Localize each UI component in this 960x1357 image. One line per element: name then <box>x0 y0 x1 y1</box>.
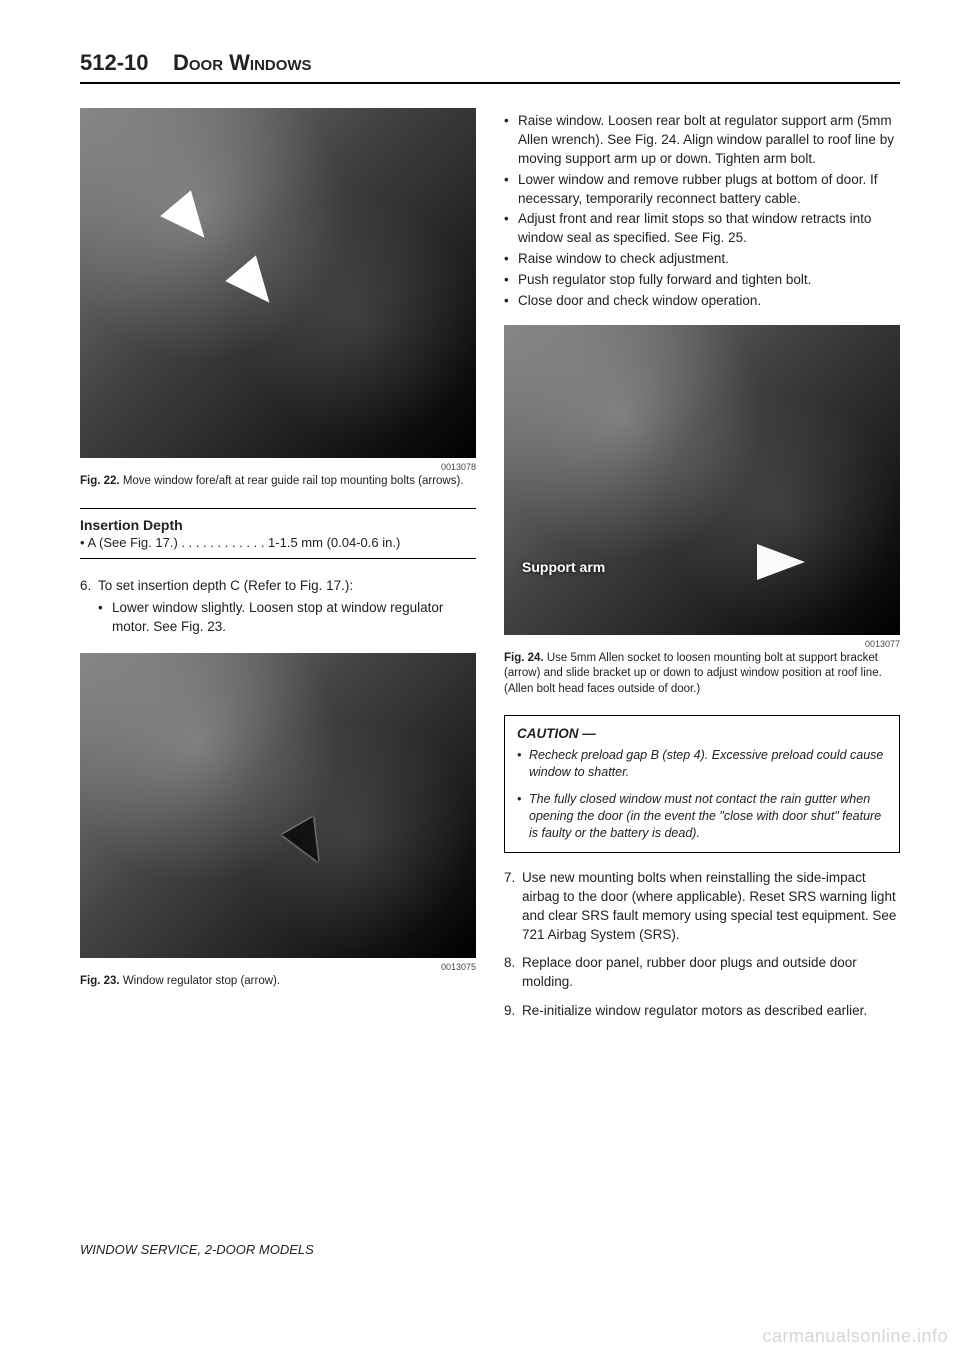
list-item: •Lower window and remove rubber plugs at… <box>504 171 900 209</box>
bullet-icon: • <box>517 747 529 781</box>
figure-23-wrap: 0013075 <box>80 653 476 958</box>
bullet-text: Adjust front and rear limit stops so tha… <box>518 210 900 248</box>
figure-24-wrap: Support arm 0013077 <box>504 325 900 635</box>
bullet-text: Lower window and remove rubber plugs at … <box>518 171 900 209</box>
bullet-icon: • <box>504 112 518 169</box>
content-columns: 0013078 Fig. 22. Move window fore/aft at… <box>80 108 900 1031</box>
page-title: 512-10 Door Windows <box>80 50 312 75</box>
right-column: •Raise window. Loosen rear bolt at regul… <box>504 108 900 1031</box>
bullet-text: Lower window slightly. Loosen stop at wi… <box>112 599 476 637</box>
bullet-text: Raise window to check adjustment. <box>518 250 900 269</box>
figure-24-caption: Fig. 24. Use 5mm Allen socket to loosen … <box>504 651 900 698</box>
figure-text: Use 5mm Allen socket to loosen mounting … <box>504 652 882 695</box>
spec-box: Insertion Depth • A (See Fig. 17.) . . .… <box>80 508 476 559</box>
list-item: •Raise window. Loosen rear bolt at regul… <box>504 112 900 169</box>
bullet-icon: • <box>504 292 518 311</box>
list-item: •Push regulator stop fully forward and t… <box>504 271 900 290</box>
step-9: 9. Re-initialize window regulator motors… <box>504 1002 900 1021</box>
arrow-icon <box>160 190 220 250</box>
caution-box: CAUTION — • Recheck preload gap B (step … <box>504 715 900 852</box>
page-header: 512-10 Door Windows <box>80 50 900 84</box>
bullet-text: Close door and check window operation. <box>518 292 900 311</box>
step-number: 9. <box>504 1002 522 1021</box>
caution-text: Recheck preload gap B (step 4). Excessiv… <box>529 747 887 781</box>
arrow-icon <box>757 544 805 580</box>
figure-22-wrap: 0013078 <box>80 108 476 458</box>
figure-label: Fig. 24. <box>504 652 544 664</box>
sub-bullet: • Lower window slightly. Loosen stop at … <box>98 599 476 637</box>
overlay-label-text: Support arm <box>522 559 605 575</box>
arrow-icon <box>225 255 285 315</box>
step-7: 7. Use new mounting bolts when reinstall… <box>504 869 900 945</box>
step-text: Use new mounting bolts when reinstalling… <box>522 869 900 945</box>
step-text: To set insertion depth C (Refer to Fig. … <box>98 578 353 593</box>
footer-text: WINDOW SERVICE, 2-DOOR MODELS <box>80 1242 314 1257</box>
step-number: 7. <box>504 869 522 945</box>
figure-text: Move window fore/aft at rear guide rail … <box>123 475 464 487</box>
overlay-label: Support arm <box>522 560 605 575</box>
step-text: Replace door panel, rubber door plugs an… <box>522 954 900 992</box>
step-6: 6. To set insertion depth C (Refer to Fi… <box>80 577 476 640</box>
step-text: Re-initialize window regulator motors as… <box>522 1002 900 1021</box>
figure-label: Fig. 23. <box>80 975 120 987</box>
figure-23-caption: Fig. 23. Window regulator stop (arrow). <box>80 974 476 990</box>
caution-text: The fully closed window must not contact… <box>529 791 887 842</box>
watermark: carmanualsonline.info <box>762 1326 948 1347</box>
bullet-icon: • <box>504 171 518 209</box>
section-title: Door Windows <box>173 50 312 75</box>
bullet-text: Raise window. Loosen rear bolt at regula… <box>518 112 900 169</box>
bullet-text: Push regulator stop fully forward and ti… <box>518 271 900 290</box>
image-id: 0013075 <box>441 962 476 972</box>
figure-24-image: Support arm <box>504 325 900 635</box>
figure-22-image <box>80 108 476 458</box>
step-number: 8. <box>504 954 522 992</box>
step-number: 6. <box>80 577 98 640</box>
figure-label: Fig. 22. <box>80 475 120 487</box>
caution-title: CAUTION — <box>517 726 887 741</box>
step-body: To set insertion depth C (Refer to Fig. … <box>98 577 476 640</box>
top-bullets: •Raise window. Loosen rear bolt at regul… <box>504 112 900 311</box>
figure-23-image <box>80 653 476 958</box>
spec-title: Insertion Depth <box>80 517 476 533</box>
image-id: 0013078 <box>441 462 476 472</box>
bullet-icon: • <box>504 250 518 269</box>
image-id: 0013077 <box>865 639 900 649</box>
caution-item: • The fully closed window must not conta… <box>517 791 887 842</box>
list-item: •Adjust front and rear limit stops so th… <box>504 210 900 248</box>
list-item: •Close door and check window operation. <box>504 292 900 311</box>
bullet-icon: • <box>98 599 112 637</box>
page-number: 512-10 <box>80 50 149 75</box>
list-item: •Raise window to check adjustment. <box>504 250 900 269</box>
arrow-icon <box>282 817 334 871</box>
bullet-icon: • <box>504 210 518 248</box>
figure-22-caption: Fig. 22. Move window fore/aft at rear gu… <box>80 474 476 490</box>
spec-line: • A (See Fig. 17.) . . . . . . . . . . .… <box>80 535 476 550</box>
caution-item: • Recheck preload gap B (step 4). Excess… <box>517 747 887 781</box>
bullet-icon: • <box>504 271 518 290</box>
step-8: 8. Replace door panel, rubber door plugs… <box>504 954 900 992</box>
left-column: 0013078 Fig. 22. Move window fore/aft at… <box>80 108 476 1031</box>
figure-text: Window regulator stop (arrow). <box>123 975 280 987</box>
bullet-icon: • <box>517 791 529 842</box>
